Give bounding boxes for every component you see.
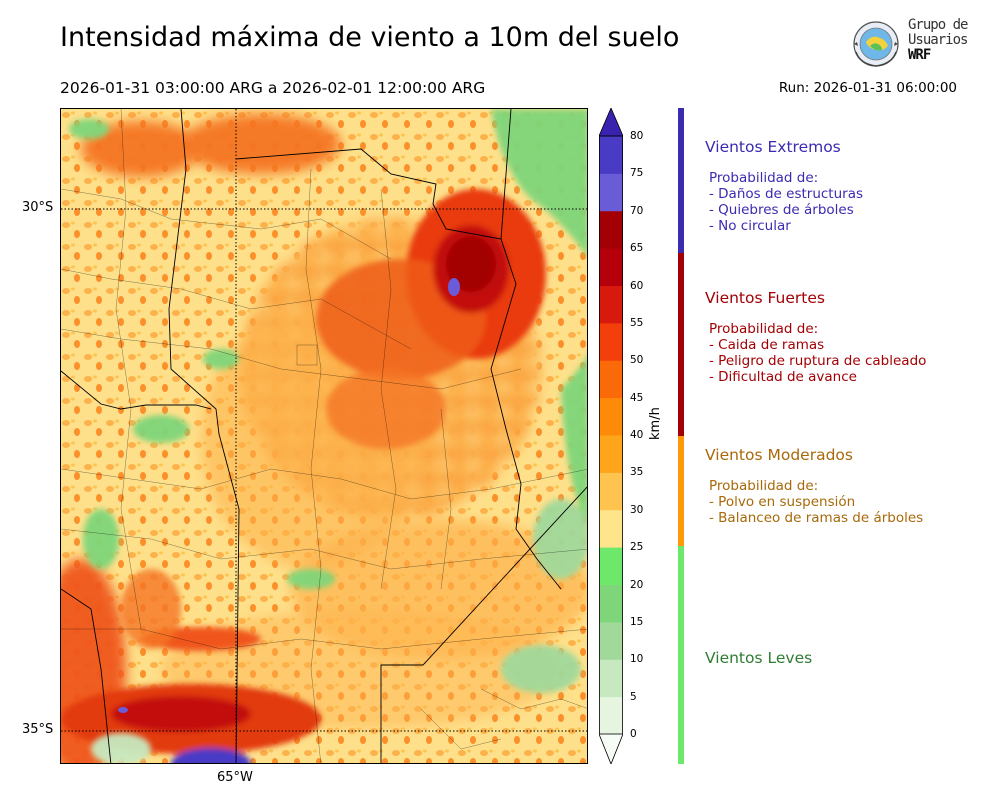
colorbar-bin: [599, 136, 623, 174]
colorbar-tick-label: 25: [630, 541, 644, 554]
lat-label-35s: 35°S: [22, 722, 54, 737]
category-strong: Vientos Fuertes Probabilidad de: - Caida…: [705, 289, 926, 385]
category-title: Vientos Moderados: [705, 446, 853, 464]
colorbar-under-arrow: [599, 733, 623, 764]
colorbar-bin: [599, 509, 623, 548]
category-bar-strong: [678, 253, 684, 436]
category-moderate: Vientos Moderados Probabilidad de: - Pol…: [705, 446, 923, 526]
colorbar-bin: [599, 472, 623, 511]
logo-text: Grupo de Usuarios WRF: [908, 17, 968, 63]
colorbar-over-arrow: [599, 108, 623, 137]
colorbar-bin: [599, 322, 623, 361]
run-time: Run: 2026-01-31 06:00:00: [778, 80, 957, 96]
category-bar-moderate: [678, 436, 684, 546]
wind-field: [61, 109, 587, 763]
colorbar-bin: [599, 659, 623, 698]
wind-map: [60, 108, 588, 764]
colorbar-bin: [599, 285, 623, 324]
colorbar-bin: [599, 584, 623, 623]
colorbar-bin: [599, 435, 623, 473]
colorbar-tick-label: 10: [630, 653, 644, 666]
colorbar-tick-label: 55: [630, 316, 644, 329]
colorbar-tick-label: 50: [630, 354, 644, 367]
colorbar-tick-label: 65: [630, 242, 644, 255]
category-description: Probabilidad de: - Daños de estructuras …: [709, 170, 864, 234]
forecast-period: 2026-01-31 03:00:00 ARG a 2026-02-01 12:…: [60, 79, 486, 97]
colorbar-tick-label: 35: [630, 466, 644, 479]
globe-icon: [853, 21, 899, 67]
colorbar-frame: [599, 135, 623, 735]
lat-label-30s: 30°S: [22, 200, 54, 215]
grupo-usuarios-wrf-logo: Grupo de Usuarios WRF: [848, 16, 968, 72]
colorbar-tick-label: 30: [630, 503, 644, 516]
category-bar-extreme: [678, 108, 684, 253]
colorbar-tick-label: 40: [630, 429, 644, 441]
colorbar-bin: [599, 621, 623, 660]
map-title: Intensidad máxima de viento a 10m del su…: [60, 22, 680, 53]
colorbar-tick-label: 70: [630, 204, 644, 217]
colorbar-bin: [599, 547, 623, 585]
lon-label-65w: 65°W: [217, 770, 253, 785]
colorbar-bin: [599, 397, 623, 436]
category-title: Vientos Extremos: [705, 138, 841, 156]
colorbar-bin: [599, 696, 623, 735]
colorbar-unit-label: km/h: [648, 407, 663, 440]
colorbar-bin: [599, 210, 623, 249]
colorbar-tick-label: 80: [630, 130, 644, 142]
colorbar-tick-label: 60: [630, 279, 644, 292]
colorbar-bin: [599, 248, 623, 286]
colorbar-bin: [599, 173, 623, 212]
category-title: Vientos Leves: [705, 649, 813, 667]
category-description: Probabilidad de: - Caida de ramas - Peli…: [709, 321, 927, 385]
category-bar-light: [678, 546, 684, 764]
colorbar-bin: [599, 360, 623, 399]
colorbar-tick-label: 5: [630, 690, 637, 703]
colorbar-tick-label: 20: [630, 578, 644, 591]
category-description: Probabilidad de: - Polvo en suspensión -…: [709, 478, 924, 526]
colorbar-tick-label: 0: [630, 728, 637, 740]
colorbar-tick-label: 45: [630, 391, 644, 404]
category-extreme: Vientos Extremos Probabilidad de: - Daño…: [705, 138, 863, 234]
category-title: Vientos Fuertes: [705, 289, 825, 307]
category-light: Vientos Leves: [705, 649, 812, 667]
colorbar-tick-label: 15: [630, 615, 644, 628]
colorbar: [599, 108, 623, 764]
colorbar-tick-label: 75: [630, 167, 644, 180]
